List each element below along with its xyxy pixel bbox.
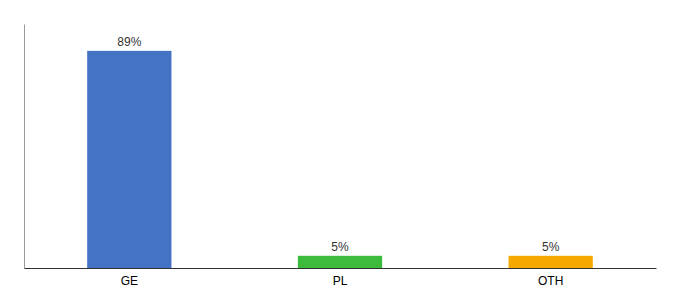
x-tick: OTH	[538, 268, 563, 288]
x-tick: PL	[333, 268, 348, 288]
plot: 89% 5% 5% GE PL OTH	[25, 25, 657, 288]
x-tick: GE	[121, 268, 138, 288]
x-tick-label: GE	[121, 274, 138, 288]
x-tick-label: PL	[333, 274, 348, 288]
chart: 89% 5% 5% GE PL OTH	[0, 0, 680, 300]
x-axis: GE PL OTH	[25, 268, 657, 288]
data-label: 89%	[117, 35, 141, 49]
bar	[298, 256, 382, 268]
y-axis	[24, 25, 25, 269]
bar	[509, 256, 593, 268]
data-labels: 89% 5% 5%	[117, 35, 559, 254]
bars	[87, 51, 593, 268]
x-tick-label: OTH	[538, 274, 563, 288]
data-label: 5%	[331, 240, 349, 254]
y-axis-line	[24, 25, 25, 269]
bar	[87, 51, 171, 268]
x-axis-line	[25, 268, 657, 269]
data-label: 5%	[542, 240, 560, 254]
